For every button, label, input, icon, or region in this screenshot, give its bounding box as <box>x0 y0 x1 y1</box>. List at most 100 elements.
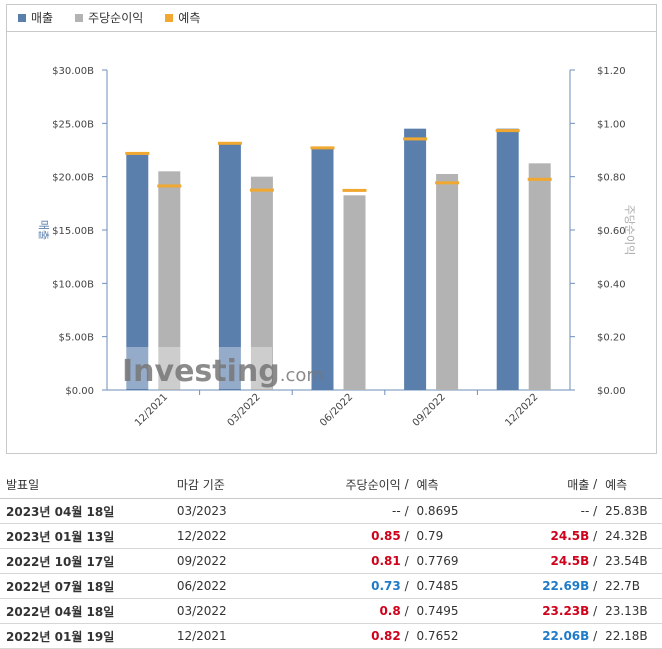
header-eps-separator: / <box>404 477 409 491</box>
eps-forecast-mark <box>157 184 182 188</box>
header-eps-forecast[interactable]: 예측 <box>416 477 439 492</box>
table-row: 2023년 01월 13일 12/2022 0.85/0.79 24.5B/24.32… <box>0 524 662 549</box>
left-axis-title: 매출 <box>37 220 50 240</box>
eps-forecast-cell: 0.79 <box>416 529 444 543</box>
table-row: 2022년 04월 18일 03/2022 0.8/0.7495 23.23B/23.… <box>0 599 662 624</box>
revenue-bar <box>496 128 519 390</box>
date-cell: 2022년 04월 18일 <box>6 604 115 619</box>
revenue-bar <box>218 142 241 390</box>
earnings-chart: $0.00 $0.00 $5.00B $0.20 $10.00B $0.40 $15.00B… <box>37 66 636 429</box>
table-body: 2023년 04월 18일 03/2023 --/0.8695 --/25.83B 20… <box>0 499 662 649</box>
eps-cell: 0.85 <box>371 529 401 543</box>
revenue-forecast-cell: 23.54B <box>605 554 648 568</box>
eps-bar <box>158 171 181 390</box>
header-period[interactable]: 마감 기준 <box>176 477 225 492</box>
revenue-forecast-mark <box>495 129 520 133</box>
revenue-forecast-mark <box>403 137 428 141</box>
right-tick-label: $0.00 <box>597 386 626 397</box>
eps-forecast-cell: 0.7495 <box>416 604 459 618</box>
revenue-cell: 24.5B <box>550 529 590 543</box>
revenue-separator: / <box>593 579 598 593</box>
eps-separator: / <box>404 554 409 568</box>
right-axis-title: 주당순이익 <box>623 205 636 256</box>
header-eps[interactable]: 주당순이익 <box>345 477 401 492</box>
revenue-separator: / <box>593 604 598 618</box>
x-tick-label: 12/2021 <box>133 392 170 429</box>
date-cell: 2023년 04월 18일 <box>6 504 115 519</box>
revenue-bar <box>404 128 427 390</box>
revenue-cell: 22.69B <box>542 579 590 593</box>
legend-item-eps[interactable]: 주당순이익 <box>75 9 143 26</box>
period-cell: 12/2022 <box>176 529 227 543</box>
table-row: 2022년 07월 18일 06/2022 0.73/0.7485 22.69B/22… <box>0 574 662 599</box>
revenue-bar <box>311 147 334 390</box>
period-cell: 09/2022 <box>176 554 227 568</box>
eps-separator: / <box>404 504 409 518</box>
legend-revenue-label: 매출 <box>31 11 54 25</box>
eps-bar <box>343 195 366 390</box>
legend-item-forecast[interactable]: 예측 <box>165 9 200 26</box>
eps-forecast-cell: 0.8695 <box>416 504 459 518</box>
header-revenue-separator: / <box>593 477 598 491</box>
left-tick-label: $30.00B <box>52 66 94 77</box>
eps-cell: 0.82 <box>371 629 401 643</box>
eps-cell: 0.8 <box>379 604 401 618</box>
watermark-backdrop <box>122 347 272 389</box>
eps-bar <box>436 174 459 390</box>
x-tick-label: 12/2022 <box>503 392 540 429</box>
table-row: 2022년 01월 19일 12/2021 0.82/0.7652 22.06B/22… <box>0 624 662 649</box>
right-tick-label: $1.00 <box>597 119 626 130</box>
revenue-cell: -- <box>580 504 590 518</box>
table-header-row: 발표일 마감 기준 주당순이익 / 예측 매출 / 예측 <box>0 470 662 499</box>
watermark-logo: Investing.com <box>122 354 324 389</box>
revenue-separator: / <box>593 529 598 543</box>
eps-cell: -- <box>392 504 401 518</box>
date-cell: 2023년 01월 13일 <box>6 529 115 544</box>
table-row: 2022년 10월 17일 09/2022 0.81/0.7769 24.5B/23.… <box>0 549 662 574</box>
revenue-swatch-icon <box>18 13 26 22</box>
right-tick-label: $0.20 <box>597 333 626 344</box>
revenue-forecast-mark <box>217 141 242 145</box>
forecast-swatch-icon <box>165 13 174 22</box>
right-tick-label: $1.20 <box>597 66 626 77</box>
eps-forecast-mark <box>527 177 552 181</box>
revenue-forecast-cell: 24.32B <box>605 529 648 543</box>
eps-forecast-cell: 0.7485 <box>416 579 459 593</box>
legend-eps-label: 주당순이익 <box>88 11 144 25</box>
eps-separator: / <box>404 529 409 543</box>
revenue-separator: / <box>593 504 598 518</box>
revenue-forecast-cell: 22.7B <box>605 579 641 593</box>
x-tick-label: 06/2022 <box>318 392 355 429</box>
revenue-forecast-cell: 25.83B <box>605 504 648 518</box>
header-revenue[interactable]: 매출 <box>567 477 590 492</box>
eps-forecast-cell: 0.7652 <box>416 629 459 643</box>
eps-separator: / <box>404 629 409 643</box>
header-date[interactable]: 발표일 <box>6 477 40 492</box>
revenue-cell: 22.06B <box>542 629 590 643</box>
left-tick-label: $20.00B <box>52 173 94 184</box>
eps-cell: 0.81 <box>371 554 401 568</box>
date-cell: 2022년 10월 17일 <box>6 554 115 569</box>
eps-separator: / <box>404 579 409 593</box>
left-tick-label: $5.00B <box>59 333 95 344</box>
revenue-separator: / <box>593 554 598 568</box>
table-row: 2023년 04월 18일 03/2023 --/0.8695 --/25.83B <box>0 499 662 524</box>
eps-swatch-icon <box>75 13 84 22</box>
revenue-forecast-cell: 22.18B <box>605 629 648 643</box>
header-revenue-forecast[interactable]: 예측 <box>605 477 628 492</box>
eps-cell: 0.73 <box>371 579 401 593</box>
period-cell: 12/2021 <box>176 629 227 643</box>
legend-forecast-label: 예측 <box>178 11 201 25</box>
legend-item-revenue[interactable]: 매출 <box>18 9 53 26</box>
period-cell: 03/2022 <box>176 604 227 618</box>
eps-forecast-mark <box>435 181 460 185</box>
left-tick-label: $25.00B <box>52 119 94 130</box>
chart-legend: 매출 주당순이익 예측 <box>6 4 657 32</box>
right-tick-label: $0.80 <box>597 173 626 184</box>
period-cell: 03/2023 <box>176 504 227 518</box>
eps-forecast-cell: 0.7769 <box>416 554 459 568</box>
revenue-cell: 23.23B <box>542 604 590 618</box>
eps-bar <box>528 163 551 390</box>
earnings-table: 발표일 마감 기준 주당순이익 / 예측 매출 / 예측 2023년 04월 1… <box>0 470 662 649</box>
revenue-bar <box>126 154 149 390</box>
